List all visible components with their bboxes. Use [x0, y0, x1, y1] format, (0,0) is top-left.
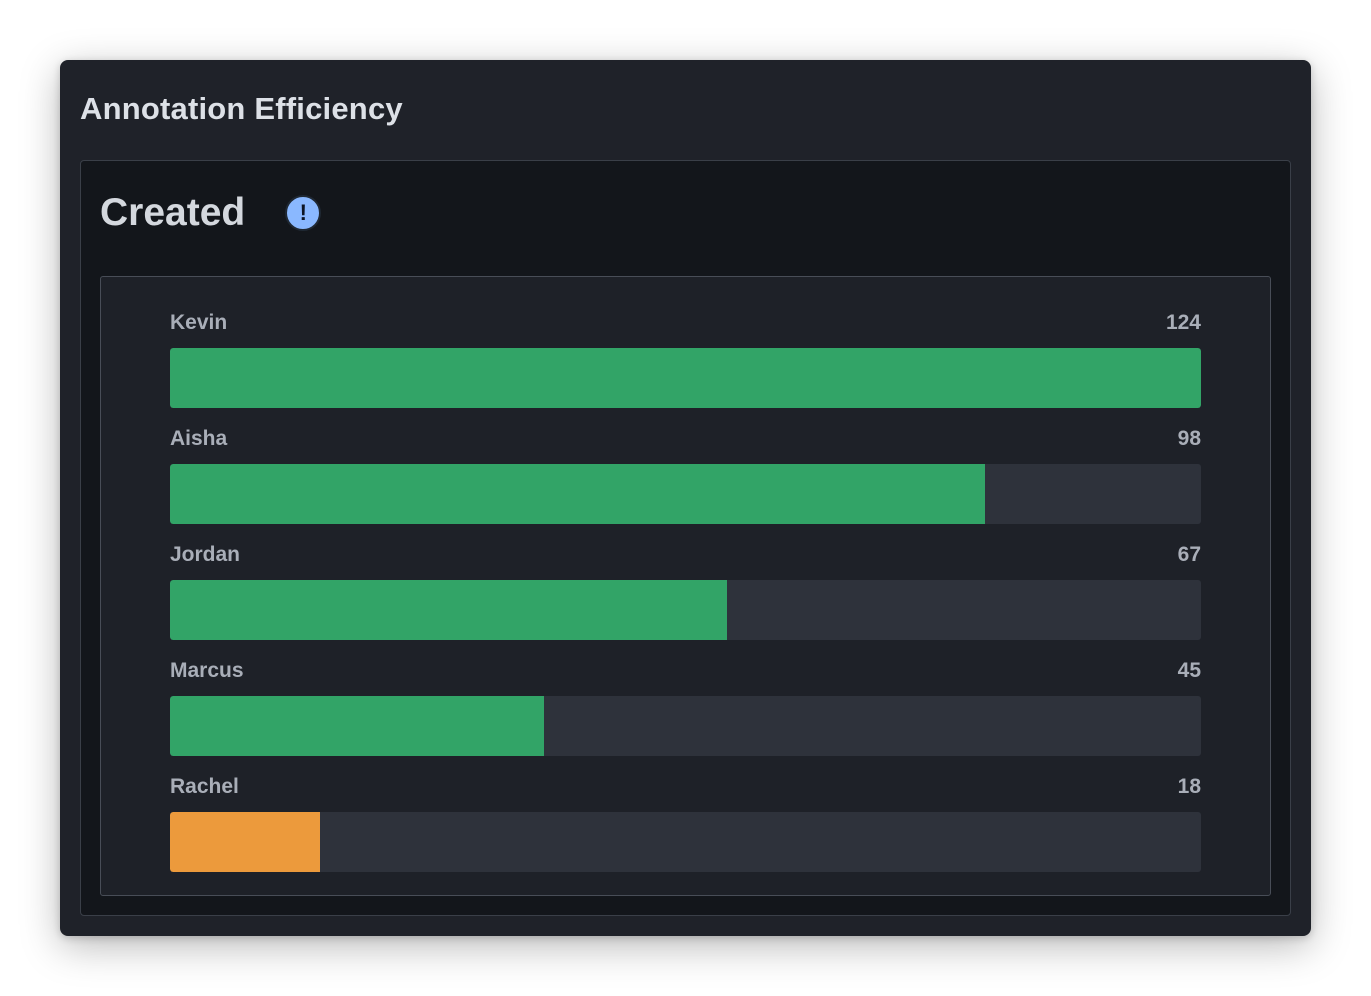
bar-fill	[170, 696, 545, 756]
bar-row-rachel: Rachel 18	[170, 770, 1201, 872]
bar-fill	[170, 464, 985, 524]
panel-title: Created	[100, 191, 246, 234]
bar-row-jordan: Jordan 67	[170, 538, 1201, 640]
panel-header: Created !	[100, 187, 322, 239]
bar-label: Marcus	[170, 659, 244, 682]
exclamation-icon[interactable]: !	[285, 195, 322, 231]
bar-fill	[170, 580, 728, 640]
bar-track	[170, 812, 1201, 872]
bar-value: 18	[1177, 775, 1201, 798]
bar-value: 124	[1165, 311, 1201, 334]
bar-track	[170, 696, 1201, 756]
bar-label: Jordan	[170, 543, 241, 566]
bar-value: 45	[1177, 659, 1201, 682]
bar-track	[170, 348, 1201, 408]
bar-value: 67	[1177, 543, 1201, 566]
bar-label: Aisha	[170, 427, 228, 450]
bar-value: 98	[1177, 427, 1201, 450]
bar-label: Rachel	[170, 775, 239, 798]
created-panel: Created ! Kevin 124 Aisha 98	[80, 160, 1291, 916]
bar-track	[170, 464, 1201, 524]
annotation-efficiency-card: Annotation Efficiency Created ! Kevin 12…	[60, 60, 1311, 936]
bar-fill	[170, 348, 1201, 408]
card-title: Annotation Efficiency	[80, 91, 403, 126]
bar-row-marcus: Marcus 45	[170, 654, 1201, 756]
bar-row-aisha: Aisha 98	[170, 422, 1201, 524]
bar-label: Kevin	[170, 311, 228, 334]
bar-fill	[170, 812, 320, 872]
bar-track	[170, 580, 1201, 640]
bar-row-kevin: Kevin 124	[170, 306, 1201, 408]
bar-list: Kevin 124 Aisha 98 Jordan	[100, 276, 1271, 896]
